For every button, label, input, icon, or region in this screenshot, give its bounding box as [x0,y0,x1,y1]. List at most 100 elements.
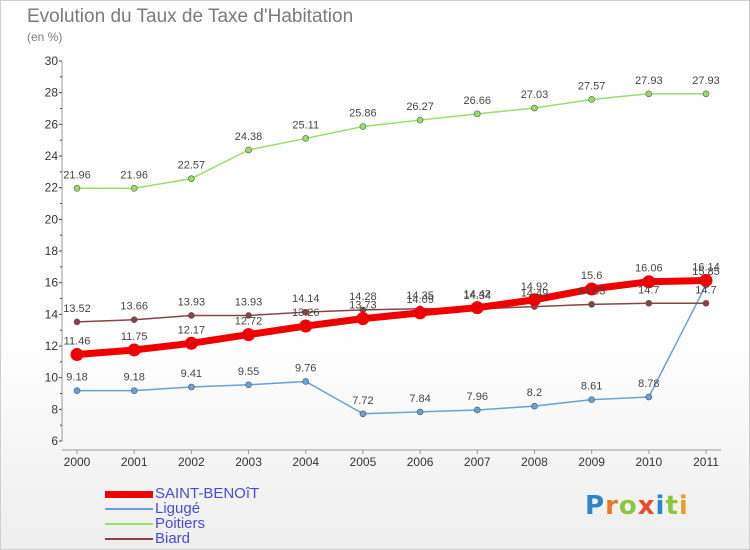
y-tick-label: 12 [45,339,59,353]
data-point [642,275,656,289]
x-tick-label: 2009 [578,455,605,469]
data-point [359,410,367,418]
data-point [416,408,424,416]
x-tick-label: 2008 [521,455,548,469]
data-label: 13.26 [292,307,320,319]
data-label: 9.18 [123,372,144,384]
data-point [130,387,138,394]
logo-letter: t [665,491,679,521]
x-tick-label: 2010 [635,455,662,469]
data-point [470,301,484,315]
data-label: 21.96 [120,169,148,181]
y-tick-label: 24 [45,149,59,163]
data-point [302,378,310,385]
data-label: 7.96 [467,391,488,403]
data-point [245,312,252,319]
data-point [184,336,198,350]
logo-letter: i [655,491,666,521]
logo-letter: o [618,491,638,521]
data-label: 25.11 [292,119,319,131]
legend-label-poitiers: Poitiers [155,515,206,532]
x-tick-label: 2005 [350,455,377,469]
data-label: 22.57 [178,160,206,172]
data-point [527,293,541,307]
data-label: 27.03 [521,89,549,101]
y-tick-label: 8 [51,402,58,416]
data-point [188,175,195,182]
data-label: 8.78 [638,378,659,390]
data-point [413,306,427,320]
data-label: 26.27 [406,101,434,113]
data-point [73,185,81,192]
data-label: 13.93 [178,296,206,308]
data-point [645,90,653,98]
data-label: 14.28 [349,291,377,303]
series-line [76,284,707,415]
data-point [302,308,310,316]
y-tick-label: 30 [45,54,59,68]
chart-series [70,90,713,418]
data-label: 27.93 [692,75,720,87]
data-label: 8.2 [527,387,542,399]
data-label: 11.75 [121,331,148,343]
data-label: 11.46 [64,336,91,348]
data-point [588,396,595,403]
data-label: 13.66 [120,301,148,313]
legend-label-saint-benoit: SAINT-BENOîT [155,485,260,502]
data-label: 14.7 [695,284,716,296]
data-point [127,343,141,357]
y-tick-label: 22 [45,181,59,195]
data-label: 16.06 [635,263,663,275]
data-point [531,402,538,410]
x-tick-label: 2011 [693,455,719,469]
y-tick-label: 18 [45,244,59,258]
data-point [702,90,710,98]
data-label: 9.18 [66,372,87,384]
y-tick-label: 16 [45,276,59,290]
data-point [356,312,370,326]
data-label: 14.92 [521,281,549,293]
data-label: 14.42 [464,289,492,301]
data-label: 26.66 [464,95,492,107]
data-label: 15.85 [692,266,720,278]
data-point [359,123,367,130]
data-point [130,316,138,324]
data-label: 9.76 [295,362,316,374]
data-point [188,383,195,391]
x-tick-label: 2006 [407,455,434,469]
data-label: 9.41 [181,368,202,380]
logo-letter: P [585,491,606,521]
data-point [130,185,138,192]
data-point [473,406,481,414]
x-tick-label: 2000 [64,455,91,469]
y-tick-label: 14 [45,307,59,321]
data-label: 14.14 [292,293,320,305]
data-point [645,393,653,401]
series-line [76,302,707,323]
legend-swatch-liguge [105,508,153,510]
data-label: 14.35 [406,290,434,302]
series-line [73,276,710,359]
data-point [585,282,599,296]
data-point [73,387,81,394]
logo-letter: x [637,491,656,521]
x-tick-label: 2002 [178,455,205,469]
data-point [702,299,710,307]
chart-data-labels: 11.46 11.75 12.17 12.72 13.26 13.73 14.09 14.42… [63,75,720,407]
data-label: 12.17 [178,324,206,336]
data-label: 14.09 [406,294,434,306]
data-point [245,146,252,154]
x-tick-label: 2004 [292,455,319,469]
data-point [188,312,195,319]
y-tick-label: 26 [45,117,59,131]
data-label: 8.61 [581,381,602,393]
data-label: 13.73 [349,300,377,312]
data-label: 14.7 [638,284,659,296]
x-tick-label: 2007 [464,455,491,469]
data-point [245,381,252,389]
data-label: 12.72 [235,316,263,328]
chart-axes: 6 8 10 12 14 16 18 20 22 24 26 28 30 2000 2001 2002 2003… [45,54,721,469]
y-tick-label: 20 [45,212,59,226]
data-label: 27.57 [578,80,606,92]
y-tick-label: 28 [45,86,59,100]
